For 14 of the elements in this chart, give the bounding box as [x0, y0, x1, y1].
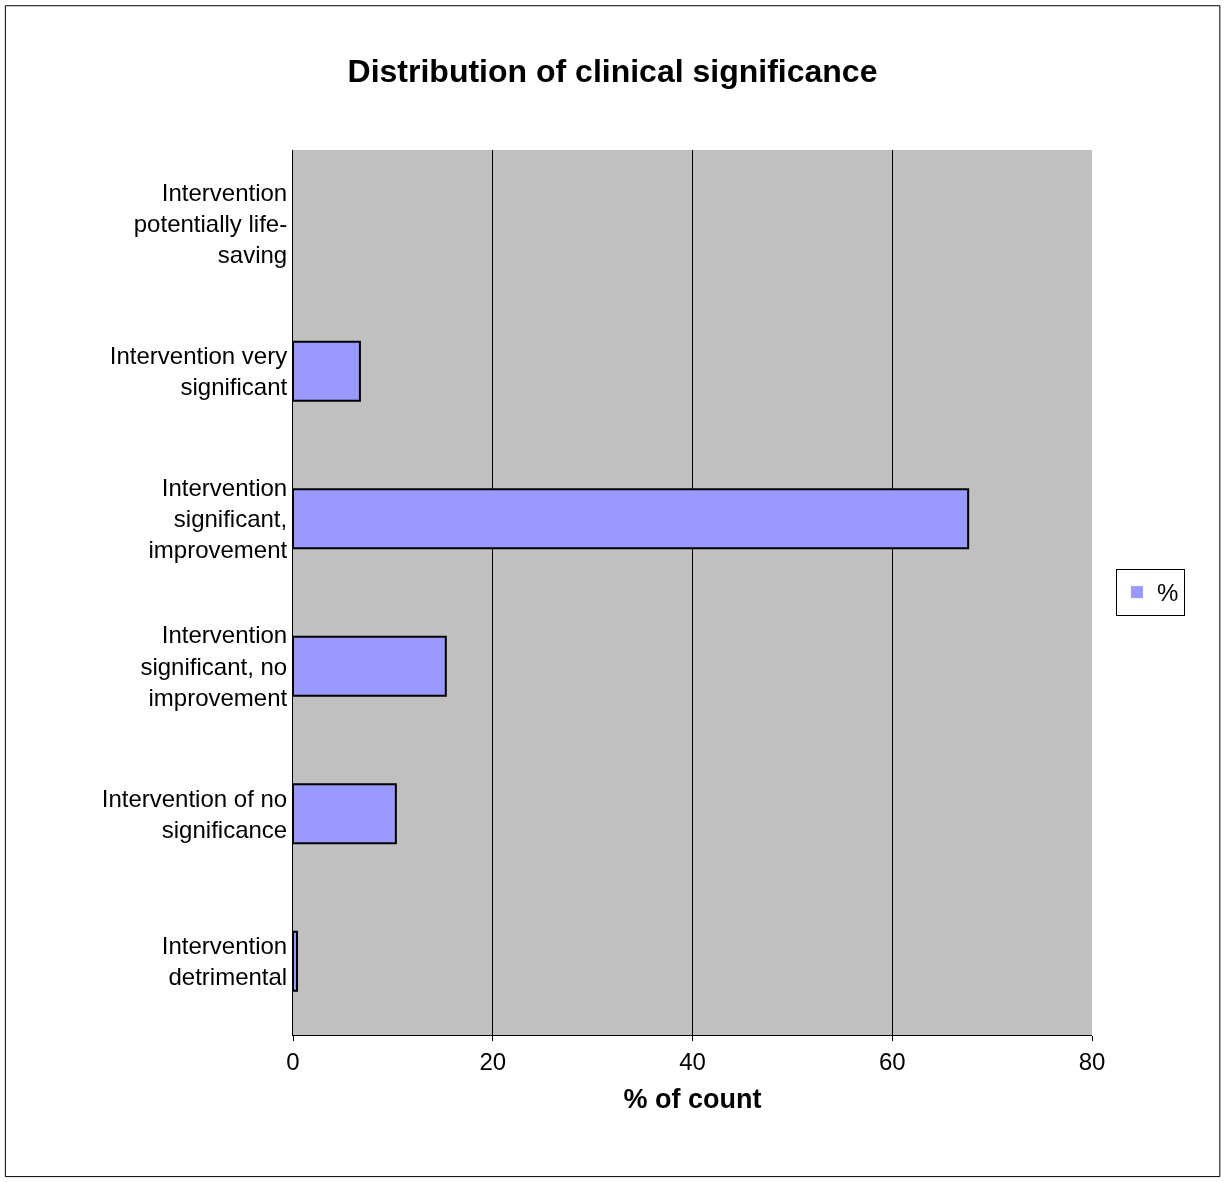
y-tick-label: Intervention potentially life-saving	[133, 178, 288, 269]
y-tick-label: Intervention significant, no improvement	[140, 621, 288, 711]
chart-title: Distribution of clinical significance	[347, 52, 878, 89]
x-tick-label: 60	[878, 1047, 906, 1075]
y-tick-label: Intervention detrimental	[161, 932, 288, 991]
x-tick-label: 0	[286, 1047, 300, 1075]
x-axis-title: % of count	[623, 1084, 762, 1115]
y-tick-label: Intervention very significant	[109, 342, 288, 401]
legend-label: %	[1156, 579, 1179, 607]
y-tick-label: Intervention of no significance	[101, 784, 288, 843]
y-tick-label: Intervention significant, improvement	[148, 473, 288, 564]
x-tick-label: 40	[679, 1047, 706, 1075]
x-tick-label: 80	[1078, 1047, 1106, 1075]
x-tick-label: 20	[479, 1047, 507, 1075]
